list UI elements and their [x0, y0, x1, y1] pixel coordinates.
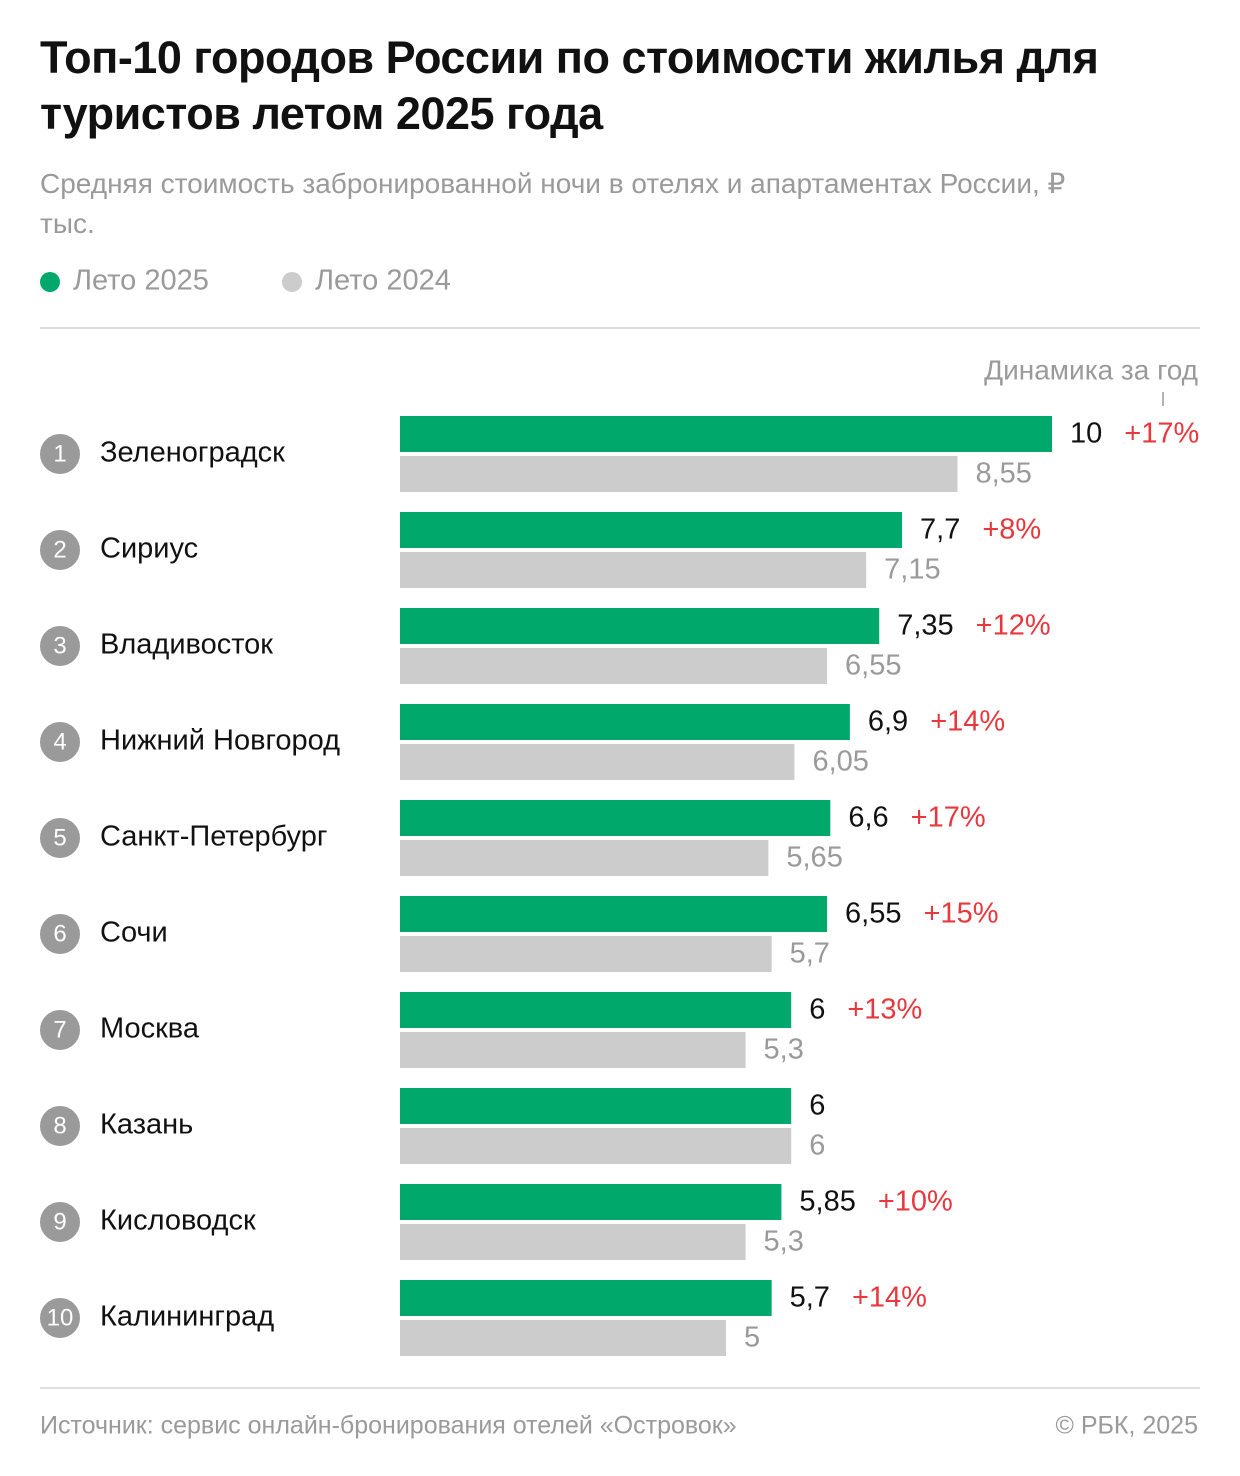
- rank-badge: [40, 818, 80, 858]
- value-label: 6,6: [848, 802, 888, 834]
- value-label: 7,15: [884, 554, 940, 586]
- rank-badge: [40, 1106, 80, 1146]
- bar: [400, 840, 769, 876]
- value-label: 6,55: [845, 650, 901, 682]
- source: Источник: сервис онлайн-бронирования оте…: [40, 1412, 737, 1440]
- rank-badge: [40, 626, 80, 666]
- change-label: +8%: [982, 514, 1041, 546]
- category-label: Нижний Новгород: [100, 725, 340, 757]
- value-label: 5,3: [764, 1034, 804, 1066]
- change-label: +15%: [924, 898, 999, 930]
- rank-badge: [40, 434, 80, 474]
- category-label: Калининград: [100, 1301, 274, 1333]
- legend-label: Лето 2025: [73, 265, 209, 297]
- value-label: 6: [809, 1090, 825, 1122]
- bar: [400, 1224, 746, 1260]
- category-label: Казань: [100, 1109, 193, 1141]
- rank-badge: [40, 722, 80, 762]
- value-label: 5,85: [799, 1186, 855, 1218]
- legend-marker: [282, 272, 302, 292]
- category-label: Санкт-Петербург: [100, 821, 327, 853]
- bar: [400, 1320, 726, 1356]
- bar: [400, 1280, 772, 1316]
- rank-badge: [40, 914, 80, 954]
- bar: [400, 552, 867, 588]
- rank-label: 9: [53, 1208, 66, 1235]
- bar: [400, 744, 795, 780]
- copyright: © РБК, 2025: [1055, 1412, 1198, 1440]
- chart-title: Топ-10 городов России по стоимости жилья…: [40, 32, 1099, 139]
- bar: [400, 1088, 792, 1124]
- category-label: Москва: [100, 1013, 200, 1045]
- rank-label: 10: [47, 1304, 74, 1331]
- rank-label: 7: [53, 1016, 66, 1043]
- change-label: +17%: [911, 802, 986, 834]
- bar: [400, 456, 958, 492]
- rank-badge: [40, 1202, 80, 1242]
- change-label: +10%: [878, 1186, 953, 1218]
- change-header: Динамика за год: [984, 354, 1198, 385]
- rank-label: 1: [53, 440, 66, 467]
- change-label: +17%: [1124, 418, 1199, 450]
- change-label: +12%: [976, 610, 1051, 642]
- value-label: 6,9: [868, 706, 908, 738]
- rank-label: 3: [53, 632, 66, 659]
- value-label: 6: [809, 1130, 825, 1162]
- bar: [400, 992, 792, 1028]
- category-label: Сириус: [100, 533, 198, 565]
- category-label: Кисловодск: [100, 1205, 256, 1237]
- rank-badge: [40, 530, 80, 570]
- chart-subtitle: Средняя стоимость забронированной ночи в…: [40, 168, 1066, 239]
- rank-label: 6: [53, 920, 66, 947]
- bar: [400, 648, 828, 684]
- change-label: +14%: [852, 1282, 927, 1314]
- legend-label: Лето 2024: [315, 265, 451, 297]
- category-label: Сочи: [100, 917, 168, 949]
- value-label: 10: [1070, 418, 1102, 450]
- value-label: 5,3: [764, 1226, 804, 1258]
- rank-label: 8: [53, 1112, 66, 1139]
- change-label: +13%: [847, 994, 922, 1026]
- value-label: 6,55: [845, 898, 901, 930]
- category-label: Владивосток: [100, 629, 273, 661]
- rank-badge: [40, 1298, 80, 1338]
- bar: [400, 1032, 746, 1068]
- value-label: 7,35: [897, 610, 953, 642]
- value-label: 5,7: [790, 1282, 830, 1314]
- value-label: 5,7: [790, 938, 830, 970]
- rank-label: 5: [53, 824, 66, 851]
- value-label: 7,7: [920, 514, 960, 546]
- bar: [400, 936, 772, 972]
- value-label: 6: [809, 994, 825, 1026]
- bar: [400, 704, 850, 740]
- bar: [400, 512, 903, 548]
- rank-label: 2: [53, 536, 66, 563]
- legend-marker: [40, 272, 60, 292]
- category-label: Зеленоградск: [100, 437, 285, 469]
- bar: [400, 1128, 792, 1164]
- value-label: 5,65: [786, 842, 842, 874]
- bar: [400, 608, 880, 644]
- bar: [400, 1184, 782, 1220]
- bar: [400, 800, 831, 836]
- change-label: +14%: [930, 706, 1005, 738]
- value-label: 8,55: [975, 458, 1031, 490]
- bar: [400, 896, 828, 932]
- value-label: 5: [744, 1322, 760, 1354]
- value-label: 6,05: [812, 746, 868, 778]
- rank-badge: [40, 1010, 80, 1050]
- rank-label: 4: [53, 728, 66, 755]
- bar: [400, 416, 1052, 452]
